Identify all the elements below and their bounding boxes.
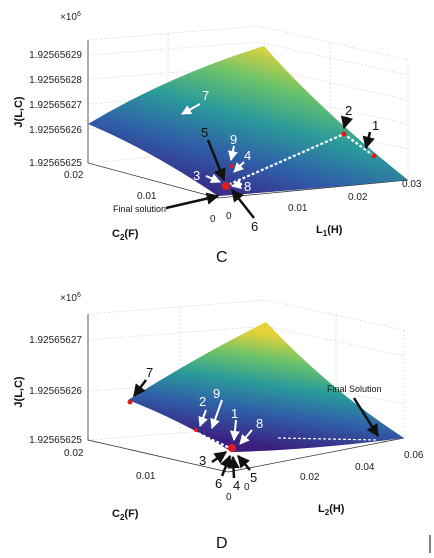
panel-d-label-4: 4 <box>233 478 240 493</box>
panel-c-label-2: 2 <box>345 103 352 118</box>
panel-c: 1 2 3 4 5 6 7 8 9 Final solution ×106 1.… <box>13 11 422 266</box>
panel-d-path-2 <box>277 437 379 441</box>
panel-c-y-tick: 0.02 <box>64 170 84 181</box>
panel-d-label-3: 3 <box>199 453 206 468</box>
panel-d-points <box>127 399 236 452</box>
panel-d-x-tick: 0 <box>244 482 250 493</box>
panel-d-x-tick: 0.06 <box>404 450 424 461</box>
panel-d-z-tick: 1.92565625 <box>29 435 82 446</box>
panel-c-label-3: 3 <box>193 168 200 183</box>
panel-c-x-tick: 0.01 <box>288 203 308 214</box>
panel-d-y-tick: 0.01 <box>136 471 156 482</box>
panel-d-x-tick: 0.04 <box>355 462 375 473</box>
panel-c-x-tick: 0.03 <box>402 179 422 190</box>
panel-c-z-tick: 1.92565628 <box>29 75 82 86</box>
panel-c-surface <box>88 46 408 196</box>
panel-d-label-1: 1 <box>231 406 238 421</box>
panel-d-final-label: Final Solution <box>327 384 382 394</box>
panel-c-label-7: 7 <box>202 88 209 103</box>
panel-d-xlabel: L2(H) <box>318 503 345 517</box>
panel-d: 1 2 3 4 5 6 7 8 9 Final Solution ×106 1.… <box>13 292 431 553</box>
panel-c-label-8: 8 <box>244 179 251 194</box>
panel-d-axes <box>87 314 405 473</box>
panel-d-label-5: 5 <box>250 470 257 485</box>
panel-c-z-tick: 1.92565625 <box>29 158 82 169</box>
panel-d-white-arrows <box>198 399 253 445</box>
panel-d-arrows <box>133 379 380 479</box>
panel-c-label-6: 6 <box>251 219 258 234</box>
panel-d-x-tick: 0.02 <box>300 472 320 483</box>
panel-d-z-tick: 1.92565626 <box>29 386 82 397</box>
panel-d-path <box>129 400 233 451</box>
panel-c-label-9: 9 <box>230 132 237 147</box>
panel-d-z-tick: 1.92565627 <box>29 335 82 346</box>
panel-c-white-arrows <box>181 103 245 190</box>
panel-c-x-tick: 0 <box>226 211 232 222</box>
panel-c-xlabel: L1(H) <box>316 224 343 238</box>
panel-d-label-7: 7 <box>146 365 153 380</box>
panel-d-y-tick: 0 <box>226 492 232 503</box>
panel-d-label-6: 6 <box>215 476 222 491</box>
panel-c-z-tick: 1.92565627 <box>29 100 82 111</box>
panel-c-points <box>222 131 377 190</box>
panel-d-label-9: 9 <box>213 386 220 401</box>
panel-c-zlabel: J(L,C) <box>13 96 25 128</box>
panel-c-label-1: 1 <box>372 118 379 133</box>
panel-c-label-5: 5 <box>201 125 208 140</box>
panel-c-x-tick: 0.02 <box>348 192 368 203</box>
panel-c-z-tick: 1.92565629 <box>29 50 82 61</box>
panel-d-y-tick: 0.02 <box>64 448 84 459</box>
panel-c-ylabel: C2(F) <box>112 228 139 242</box>
panel-d-panel-label: D <box>216 535 228 552</box>
panel-d-label-2: 2 <box>199 394 206 409</box>
panel-c-z-multiplier: ×106 <box>60 11 81 23</box>
panel-d-ylabel: C2(F) <box>112 508 139 522</box>
panel-c-y-tick: 0 <box>210 214 216 225</box>
panel-d-label-8: 8 <box>256 416 263 431</box>
panel-d-z-multiplier: ×106 <box>60 292 81 304</box>
panel-c-z-tick: 1.92565626 <box>29 125 82 136</box>
panel-c-axes <box>87 40 409 199</box>
panel-d-zlabel: J(L,C) <box>13 376 25 408</box>
panel-c-panel-label: C <box>216 249 228 266</box>
panel-c-label-4: 4 <box>244 148 251 163</box>
panel-c-y-tick: 0.01 <box>137 191 157 202</box>
panel-c-final-label: Final solution <box>113 204 166 214</box>
panel-d-surface <box>128 322 404 452</box>
panel-c-arrows <box>165 115 375 219</box>
